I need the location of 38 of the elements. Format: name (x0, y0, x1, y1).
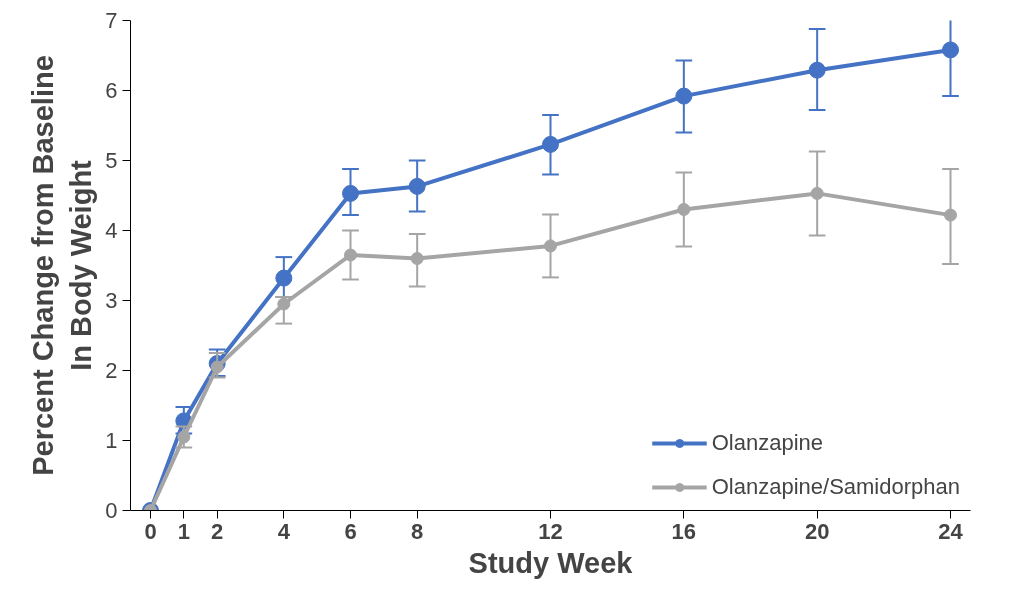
y-tick-label: 6 (105, 78, 118, 103)
y-tick-label: 4 (105, 218, 118, 243)
point (408, 177, 426, 195)
x-tick-label: 20 (804, 518, 830, 544)
point (177, 430, 191, 444)
x-tick-label: 1 (177, 518, 190, 544)
point (275, 269, 293, 287)
y-tick-label: 2 (105, 358, 118, 383)
point (808, 61, 826, 79)
legend-label: Olanzapine/Samidorphan (711, 474, 960, 500)
point (942, 41, 959, 59)
y-axis-title: Percent Change from Baseline In Body Weight (26, 55, 98, 476)
y-tick-label: 0 (105, 498, 118, 523)
point (675, 87, 693, 105)
x-tick-label: 16 (671, 518, 697, 544)
point (544, 239, 557, 253)
point (210, 360, 224, 374)
x-tick-label: 6 (344, 518, 357, 544)
y-tick-label: 1 (105, 428, 118, 453)
point (277, 297, 291, 311)
x-tick-label: 24 (938, 518, 964, 544)
x-tick-label: 4 (277, 518, 291, 544)
x-tick-label: 2 (211, 518, 224, 544)
point (944, 208, 957, 222)
point (810, 186, 824, 200)
x-tick-label: 12 (538, 518, 563, 544)
x-axis-title: Study Week (468, 546, 634, 579)
y-tick-label: 7 (105, 8, 118, 33)
point (542, 135, 559, 153)
legend-label: Olanzapine (711, 430, 824, 456)
point (677, 203, 691, 216)
y-tick-label: 3 (105, 288, 118, 313)
point (410, 252, 424, 265)
x-tick-label: 0 (144, 518, 157, 544)
y-tick-label: 5 (105, 148, 118, 173)
point (342, 184, 359, 202)
point (344, 248, 357, 262)
x-tick-label: 8 (411, 518, 424, 544)
